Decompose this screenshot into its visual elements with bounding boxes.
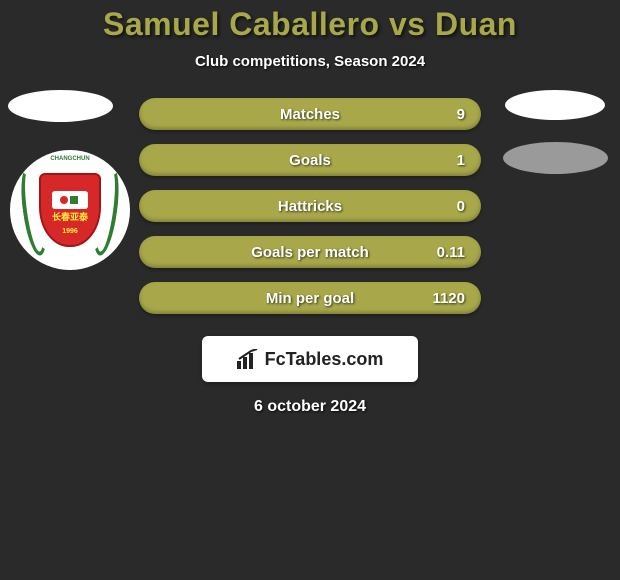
subtitle: Club competitions, Season 2024 <box>0 53 620 70</box>
crest-top-text: CHANGCHUN <box>50 156 89 162</box>
stat-bar: Matches 9 <box>139 98 481 130</box>
stat-label: Min per goal <box>266 290 354 307</box>
page-title: Samuel Caballero vs Duan <box>0 6 620 43</box>
stat-value: 1120 <box>432 290 465 307</box>
stat-bar: Goals per match 0.11 <box>139 236 481 268</box>
chart-icon <box>237 349 259 369</box>
crest-year: 1996 <box>62 228 78 235</box>
stat-bar: Min per goal 1120 <box>139 282 481 314</box>
stats-area: CHANGCHUN 长春亚泰 1996 Matches 9 Goals 1 <box>0 98 620 416</box>
shield-icon: 长春亚泰 1996 <box>39 173 101 247</box>
stats-bars: Matches 9 Goals 1 Hattricks 0 Goals per … <box>139 98 481 314</box>
player-right-placeholder-2 <box>503 142 608 174</box>
stat-label: Goals <box>289 152 331 169</box>
stat-value: 1 <box>457 152 465 169</box>
stat-label: Hattricks <box>278 198 342 215</box>
stat-value: 9 <box>457 106 465 123</box>
stat-bar: Hattricks 0 <box>139 190 481 222</box>
stat-value: 0 <box>457 198 465 215</box>
brand-logo: FcTables.com <box>202 336 418 382</box>
crest-emblem <box>52 191 88 209</box>
club-crest: CHANGCHUN 长春亚泰 1996 <box>10 150 130 270</box>
brand-text: FcTables.com <box>265 349 384 370</box>
stat-value: 0.11 <box>437 244 465 261</box>
stat-bar: Goals 1 <box>139 144 481 176</box>
player-right-placeholder-1 <box>505 90 605 120</box>
stat-label: Goals per match <box>251 244 369 261</box>
stat-label: Matches <box>280 106 340 123</box>
crest-cn-text: 长春亚泰 <box>52 210 88 223</box>
date-text: 6 october 2024 <box>0 398 620 416</box>
player-left-placeholder <box>8 90 113 122</box>
